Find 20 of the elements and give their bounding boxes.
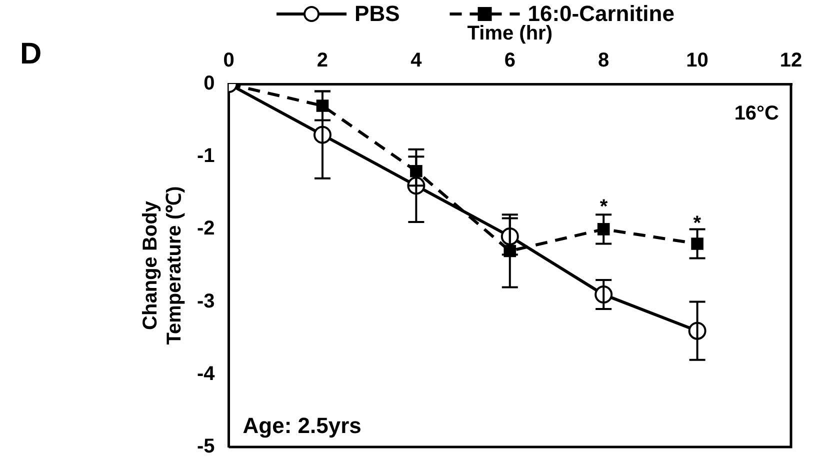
y-axis-title: Change Body Temperature (℃)	[140, 186, 186, 345]
annotation: *	[600, 196, 608, 218]
x-tick-label: 10	[686, 50, 708, 72]
y-tick-label: -5	[196, 436, 215, 458]
x-tick-label: 4	[410, 50, 423, 72]
annotation: 16°C	[734, 102, 779, 125]
text: D	[20, 37, 42, 70]
y-tick-label: -4	[196, 362, 216, 385]
x-tick-label: 12	[780, 50, 802, 72]
x-tick-label: 6	[504, 50, 516, 72]
x-tick-label: 2	[316, 50, 328, 72]
legend-label: PBS	[354, 1, 400, 26]
x-tick-label: 0	[223, 50, 234, 72]
y-tick-label: -1	[196, 145, 215, 168]
annotation: *	[693, 212, 702, 234]
y-tick-label: 0	[204, 72, 215, 95]
y-tick-label: -3	[196, 290, 215, 312]
x-tick-label: 8	[598, 50, 610, 72]
annotation: Age: 2.5yrs	[242, 413, 362, 438]
y-tick-label: -2	[196, 218, 215, 240]
